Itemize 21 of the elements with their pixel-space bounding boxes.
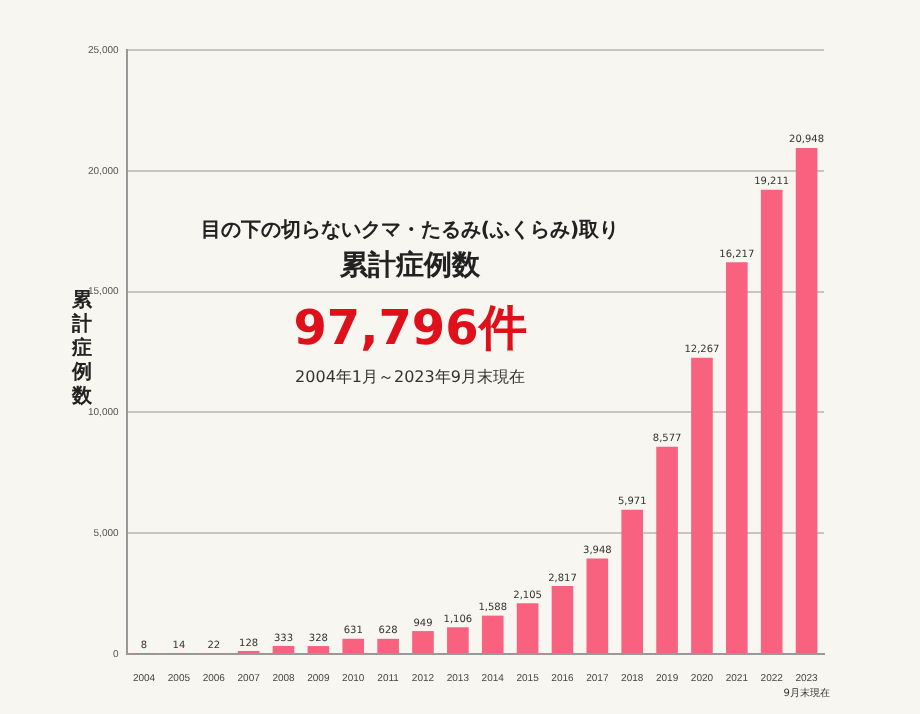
bar xyxy=(726,262,748,653)
annotation: 2004年1月～2023年9月末現在 xyxy=(293,366,527,388)
annotation: 97,796件 xyxy=(291,298,529,360)
bar xyxy=(691,357,713,653)
y-axis-title: 累計症例数 xyxy=(72,290,92,408)
text: 累計症例数 xyxy=(338,248,482,284)
bar xyxy=(586,558,609,653)
bar xyxy=(342,638,365,653)
bar xyxy=(447,627,469,653)
bar xyxy=(760,189,783,653)
bar xyxy=(272,645,295,653)
bar xyxy=(656,446,678,653)
bar xyxy=(412,631,434,653)
bar xyxy=(377,638,399,653)
bar xyxy=(516,603,539,653)
bar xyxy=(481,615,504,653)
bar xyxy=(551,585,574,653)
text: 目の下の切らないクマ・たるみ(ふくらみ)取り xyxy=(198,217,622,244)
bar xyxy=(307,646,330,653)
bar xyxy=(795,147,818,653)
bar xyxy=(621,509,644,653)
